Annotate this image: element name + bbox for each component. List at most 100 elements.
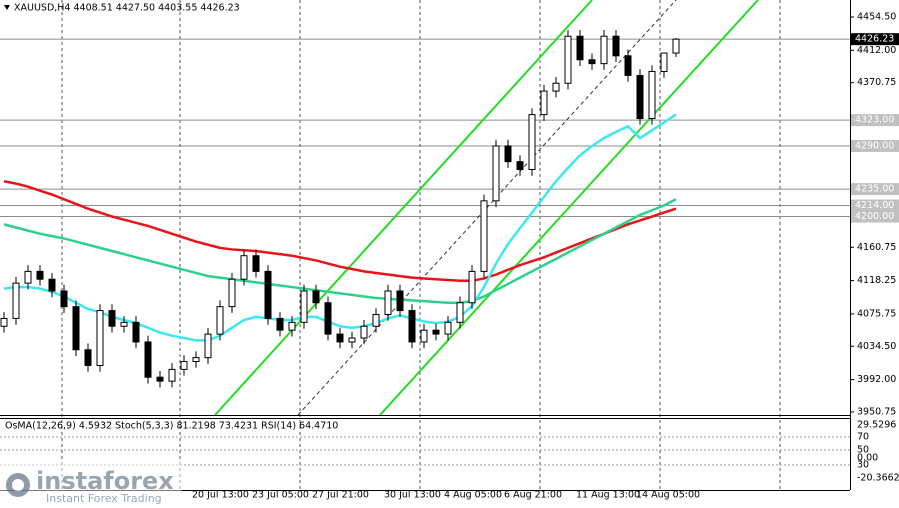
y-tick-label: 4118.25 <box>857 275 896 286</box>
y-tick-label: 4160.75 <box>857 242 896 253</box>
y-tick-label: 3950.75 <box>857 406 896 417</box>
candle-body <box>372 314 380 327</box>
candle-body <box>384 290 392 316</box>
candle-body <box>300 290 308 323</box>
level-label-bg <box>851 210 899 223</box>
moving-average <box>3 180 677 283</box>
indicator-scale-label: 30 <box>857 460 869 471</box>
levels <box>0 38 850 218</box>
y-tick-label: 4034.50 <box>857 341 896 352</box>
x-tick-label: 4 Aug 05:00 <box>444 490 502 501</box>
level-label-bg <box>851 199 899 212</box>
level-label-bg <box>851 139 899 152</box>
candle-body <box>360 325 368 339</box>
candle-body <box>168 368 176 382</box>
candle-body <box>72 306 80 351</box>
y-tick-label: 3992.00 <box>857 374 896 385</box>
candle-body <box>324 302 332 335</box>
watermark: instaforex Instant Forex Trading <box>0 462 182 508</box>
candle-body <box>252 255 260 272</box>
candle-body <box>60 290 68 308</box>
watermark-icon <box>12 479 24 491</box>
candle-body <box>504 145 512 163</box>
moving-average <box>3 113 677 342</box>
candle-body <box>444 321 452 335</box>
candle-body <box>228 278 236 308</box>
candle-body <box>648 70 656 120</box>
level-label: 4214.00 <box>855 200 894 211</box>
menu-arrow <box>4 5 10 10</box>
indicator-scale-label: -20.3662 <box>857 473 899 484</box>
watermark-brand: instaforex <box>36 467 174 495</box>
moving-average <box>3 198 677 304</box>
candle-body <box>276 317 284 331</box>
candle-body <box>132 321 140 343</box>
moving-averages <box>3 113 677 342</box>
vertical-grid <box>61 0 781 490</box>
level-label-bg <box>851 114 899 127</box>
candle-body <box>156 376 164 382</box>
price-label: 4426.23 <box>855 34 894 45</box>
candle-body <box>192 357 200 363</box>
channel-lower <box>379 0 759 415</box>
candle-body <box>312 290 320 304</box>
candle-body <box>408 310 416 343</box>
candle-body <box>576 35 584 61</box>
candle-body <box>264 270 272 319</box>
candle-body <box>216 306 224 335</box>
candle-body <box>12 282 20 319</box>
candle-body <box>396 290 404 312</box>
candle-body <box>672 38 680 54</box>
candle-body <box>660 52 668 72</box>
candle-body <box>336 333 344 343</box>
x-tick-label: 27 Jul 21:00 <box>312 490 369 501</box>
candle-body <box>516 161 524 170</box>
candle-body <box>528 114 536 170</box>
x-tick-label: 14 Aug 05:00 <box>636 490 700 501</box>
candle-body <box>420 329 428 343</box>
candle-body <box>636 74 644 120</box>
indicator-title: OsMA(12,26,9) 4.5932 Stoch(5,3,3) 81.219… <box>5 421 338 432</box>
x-tick-label: 11 Aug 13:00 <box>576 490 640 501</box>
candle-body <box>144 341 152 378</box>
level-label: 4200.00 <box>855 211 894 222</box>
candle-body <box>492 145 500 202</box>
y-tick-label: 4075.75 <box>857 308 896 319</box>
y-tick-label: 4412.00 <box>857 45 896 56</box>
candle-body <box>96 310 104 366</box>
y-tick-label: 4454.50 <box>857 12 896 23</box>
candle-body <box>24 270 32 284</box>
channel-upper <box>214 0 593 415</box>
candle-body <box>432 329 440 335</box>
candle-body <box>0 317 8 327</box>
candle-body <box>456 302 464 323</box>
price-label-bg <box>851 33 899 46</box>
candle-body <box>540 90 548 116</box>
candle-body <box>120 321 128 327</box>
x-tick-label: 20 Jul 13:00 <box>192 490 249 501</box>
candle-body <box>240 255 248 280</box>
x-tick-label: 6 Aug 21:00 <box>504 490 562 501</box>
indicator-scale-label: 0.00 <box>857 453 878 464</box>
indicator-scale-label: 50 <box>857 445 869 456</box>
candle-body <box>36 270 44 280</box>
candle-body <box>480 200 488 272</box>
level-label-bg <box>851 183 899 196</box>
candle-body <box>588 59 596 65</box>
y-tick-label: 4370.75 <box>857 77 896 88</box>
level-label: 4323.00 <box>855 115 894 126</box>
indicator-scale-label: 70 <box>857 432 869 443</box>
candle-body <box>348 337 356 343</box>
level-label: 4290.00 <box>855 140 894 151</box>
candle-body <box>204 333 212 359</box>
candle-body <box>468 270 476 304</box>
candle-body <box>564 35 572 84</box>
watermark-bg <box>0 462 182 508</box>
candle-body <box>180 361 188 370</box>
indicator-scale-label: 29.5296 <box>857 420 896 431</box>
chart-title: XAUUSD,H4 4408.51 4427.50 4403.55 4426.2… <box>14 3 240 14</box>
candle-body <box>612 35 620 57</box>
